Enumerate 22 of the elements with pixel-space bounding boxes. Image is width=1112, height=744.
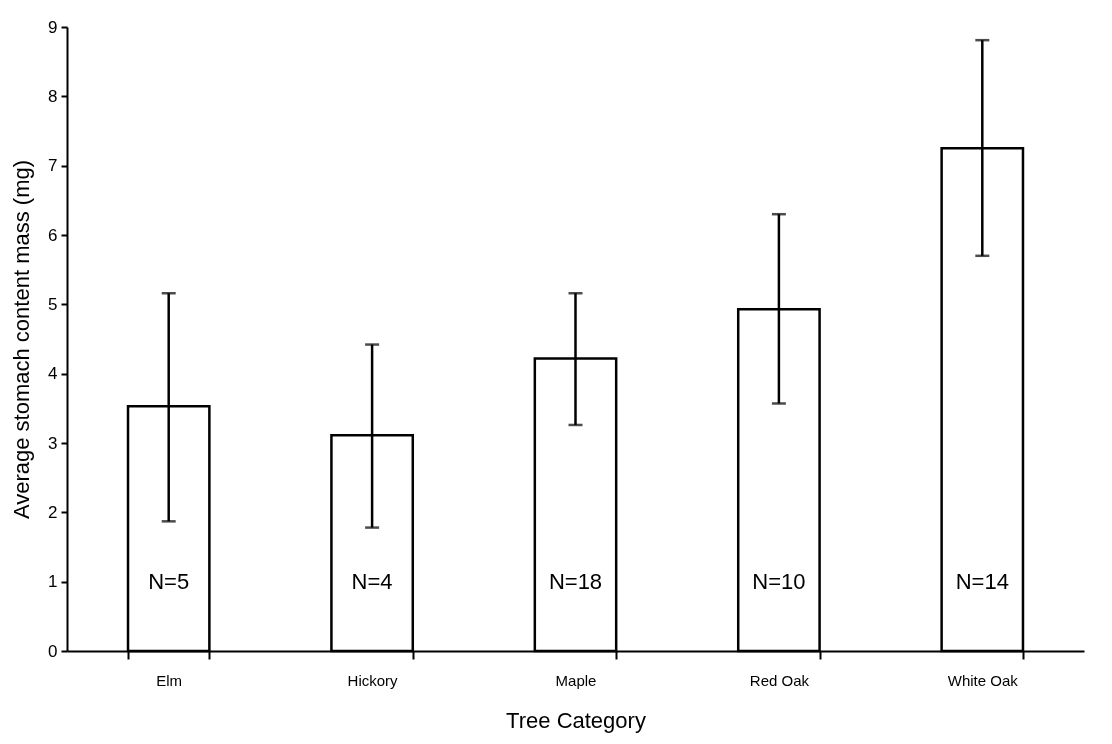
annotation: N=14	[955, 569, 1009, 594]
x-tick-label: Hickory	[347, 671, 399, 689]
annotation: N=10	[752, 569, 806, 594]
y-tick-label: 2	[48, 502, 58, 522]
x-tick-label: White Oak	[947, 671, 1019, 689]
x-tick-label: Elm	[156, 671, 183, 689]
y-tick-label: 4	[48, 364, 58, 384]
y-tick-label: 1	[48, 572, 58, 592]
y-tick-label: 7	[48, 156, 58, 176]
annotation: N=4	[351, 569, 393, 594]
y-axis-title: Average stomach content mass (mg)	[9, 159, 35, 520]
y-tick-label: 5	[48, 294, 58, 314]
y-tick-label: 8	[48, 86, 58, 106]
y-tick-label: 6	[48, 225, 58, 245]
y-tick-label: 9	[48, 17, 58, 37]
y-tick-label: 3	[48, 433, 58, 453]
y-tick-label: 0	[48, 641, 58, 661]
x-axis-title: Tree Category	[506, 707, 646, 733]
x-tick-label: Red Oak	[749, 671, 810, 689]
annotation: N=18	[548, 569, 603, 594]
x-tick-label: Maple	[555, 671, 597, 689]
annotation: N=5	[148, 569, 190, 594]
